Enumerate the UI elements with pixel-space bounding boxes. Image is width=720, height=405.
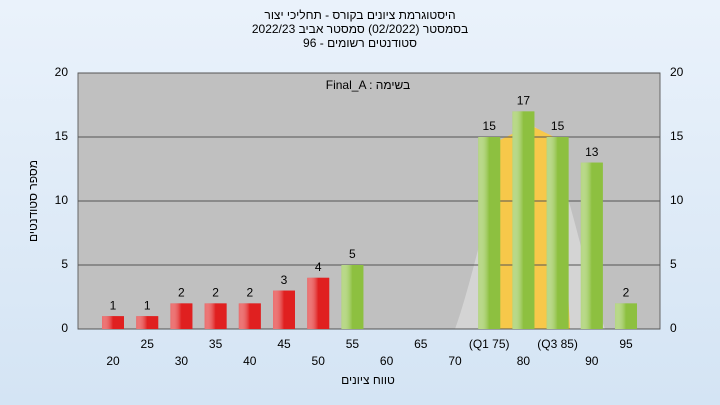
data-label: 2 — [246, 286, 253, 300]
chart-subtitle: בסמסטר (02/2022) סמסטר אביב 2022/23 — [252, 22, 468, 36]
bar-shine — [204, 303, 227, 329]
chart-subtitle: סטודנטים רשומים - 96 — [303, 36, 417, 50]
y-tick-label: 0 — [670, 321, 677, 335]
bar-shine — [307, 277, 330, 329]
data-label: 2 — [212, 286, 219, 300]
bar-shine — [136, 316, 159, 329]
data-label: 1 — [110, 298, 117, 312]
y-tick-label: 0 — [61, 321, 68, 335]
x-tick-label: 50 — [312, 354, 326, 368]
x-tick-label: 90 — [585, 354, 599, 368]
data-label: 2 — [623, 286, 630, 300]
bar-shine — [170, 303, 193, 329]
x-tick-label: (Q1 75) — [469, 337, 510, 351]
data-label: 1 — [144, 298, 151, 312]
data-label: 15 — [483, 119, 497, 133]
bar-shine — [102, 316, 124, 329]
y-tick-label: 15 — [670, 129, 684, 143]
bar-shine — [273, 290, 295, 329]
y-tick-label: 15 — [55, 129, 69, 143]
x-tick-label: 95 — [619, 337, 633, 351]
data-label: 3 — [281, 273, 288, 287]
data-label: 5 — [349, 247, 356, 261]
data-label: 2 — [178, 286, 185, 300]
x-tick-label: 40 — [243, 354, 257, 368]
y-axis-label: מספר סטודנטים — [26, 160, 40, 242]
bar-shine — [546, 137, 569, 329]
bar-shine — [580, 162, 603, 329]
y-tick-label: 5 — [61, 257, 68, 271]
x-tick-label: 60 — [380, 354, 394, 368]
x-tick-label: 80 — [517, 354, 531, 368]
bar-shine — [615, 303, 637, 329]
data-label: 4 — [315, 260, 322, 274]
annotation: Final_A : בשימה — [326, 78, 410, 92]
y-tick-label: 10 — [670, 193, 684, 207]
x-axis-label: טווח ציונים — [341, 373, 395, 387]
x-tick-label: (Q3 85) — [537, 337, 578, 351]
data-label: 15 — [551, 119, 565, 133]
x-tick-label: 25 — [141, 337, 155, 351]
x-tick-label: 45 — [277, 337, 291, 351]
x-tick-label: 30 — [175, 354, 189, 368]
x-tick-label: 20 — [106, 354, 120, 368]
x-tick-label: 70 — [448, 354, 462, 368]
bar-shine — [238, 303, 261, 329]
x-tick-label: 65 — [414, 337, 428, 351]
y-tick-label: 10 — [55, 193, 69, 207]
y-tick-label: 5 — [670, 257, 677, 271]
data-label: 17 — [517, 94, 531, 108]
bar-shine — [341, 265, 364, 329]
chart-title: היסטוגרמת ציונים בקורס - תחליכי יצור — [264, 8, 455, 22]
bar-shine — [512, 111, 535, 330]
bar-shine — [478, 137, 501, 329]
x-tick-label: 55 — [346, 337, 360, 351]
data-label: 13 — [585, 145, 599, 159]
y-tick-label: 20 — [55, 65, 69, 79]
x-tick-label: 35 — [209, 337, 223, 351]
y-tick-label: 20 — [670, 65, 684, 79]
